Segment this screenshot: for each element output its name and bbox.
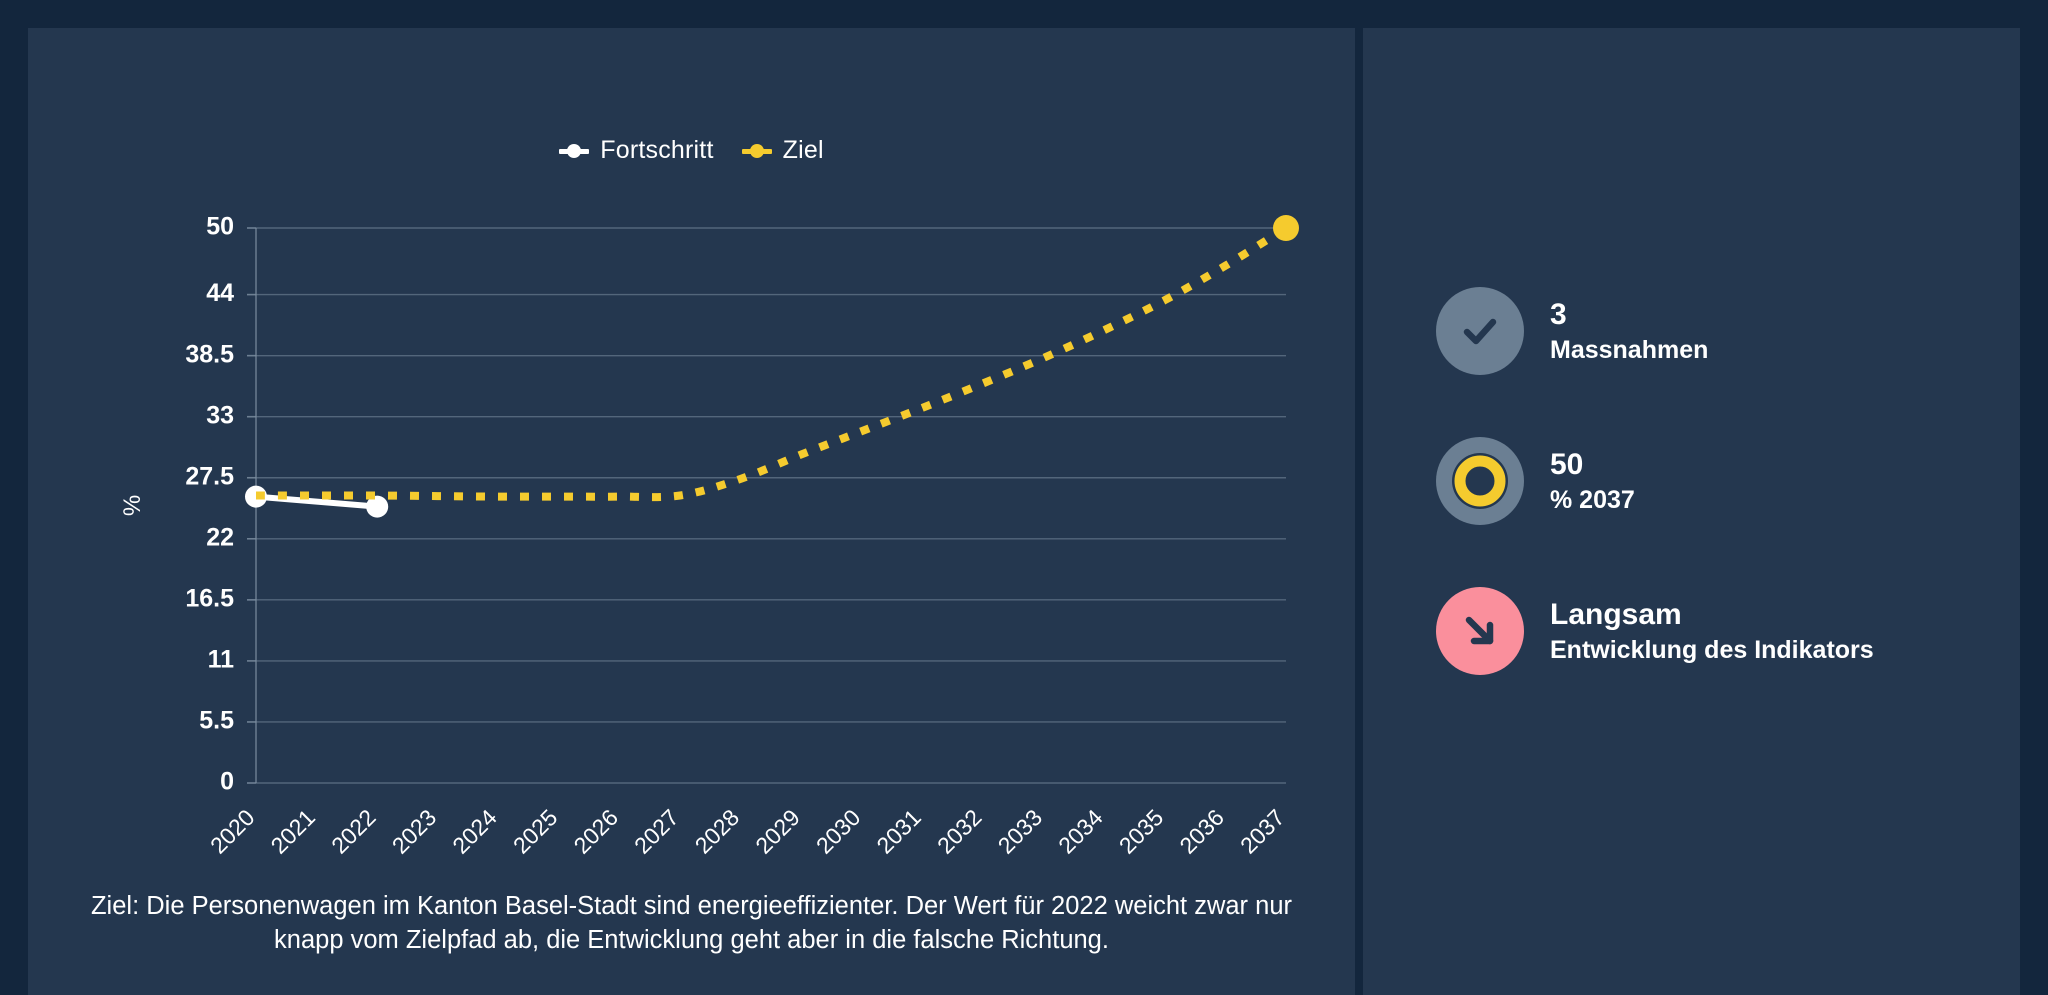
svg-text:50: 50 xyxy=(206,213,234,241)
svg-text:5.5: 5.5 xyxy=(199,707,234,735)
legend-item-fortschritt[interactable]: Fortschritt xyxy=(559,136,713,165)
stats-list: 3 Massnahmen 50 % 2037 xyxy=(1436,287,1874,675)
chart-yaxis-title: % xyxy=(119,495,146,516)
stat-label-entwicklung: Entwicklung des Indikators xyxy=(1550,635,1874,664)
svg-text:2033: 2033 xyxy=(993,804,1048,859)
svg-text:33: 33 xyxy=(206,401,234,429)
legend-marker-ziel xyxy=(741,143,772,158)
arrow-down-right-icon xyxy=(1436,587,1524,675)
svg-text:44: 44 xyxy=(206,279,234,307)
chart-caption: Ziel: Die Personenwagen im Kanton Basel-… xyxy=(78,890,1305,958)
stat-ziel-prozent[interactable]: 50 % 2037 xyxy=(1436,437,1874,525)
stat-label-massnahmen: Massnahmen xyxy=(1550,335,1709,364)
svg-text:27.5: 27.5 xyxy=(185,462,234,490)
chart-gridlines xyxy=(247,227,1286,784)
svg-text:22: 22 xyxy=(206,523,234,551)
chart-legend: Fortschritt Ziel xyxy=(28,136,1355,165)
stat-value-massnahmen: 3 xyxy=(1550,298,1567,332)
svg-text:2023: 2023 xyxy=(387,804,442,859)
svg-text:2030: 2030 xyxy=(811,804,866,859)
legend-label-ziel: Ziel xyxy=(782,136,824,164)
caption-line-2: nur knapp vom Zielpfad ab, die Entwicklu… xyxy=(274,892,1292,954)
svg-text:2035: 2035 xyxy=(1114,804,1169,859)
legend-item-ziel[interactable]: Ziel xyxy=(741,136,824,165)
stat-value-entwicklung: Langsam xyxy=(1550,598,1682,632)
chart-series-layer xyxy=(245,215,1299,518)
svg-text:2020: 2020 xyxy=(205,804,260,859)
stat-label-ziel-prozent: % 2037 xyxy=(1550,485,1635,514)
stats-panel: 3 Massnahmen 50 % 2037 xyxy=(1363,28,2020,995)
stat-value-ziel-prozent: 50 xyxy=(1550,448,1584,482)
caption-line-1: Ziel: Die Personenwagen im Kanton Basel-… xyxy=(90,892,1249,920)
target-icon xyxy=(1436,437,1524,525)
svg-text:2028: 2028 xyxy=(690,804,745,859)
legend-label-fortschritt: Fortschritt xyxy=(600,136,714,164)
svg-text:2022: 2022 xyxy=(326,804,381,859)
chart-ytick-labels: 0 5.5 11 16.5 22 27.5 33 38.5 44 50 xyxy=(185,213,234,796)
svg-text:0: 0 xyxy=(220,768,234,796)
svg-text:16.5: 16.5 xyxy=(185,584,234,612)
svg-text:2027: 2027 xyxy=(629,804,684,859)
svg-text:2025: 2025 xyxy=(508,804,563,859)
legend-marker-fortschritt xyxy=(559,143,590,158)
chart-panel: Fortschritt Ziel 0 5.5 11 16.5 22 27.5 33 38.5 4… xyxy=(28,28,1355,995)
svg-text:2036: 2036 xyxy=(1174,804,1229,859)
svg-text:2026: 2026 xyxy=(568,804,623,859)
stat-massnahmen[interactable]: 3 Massnahmen xyxy=(1436,287,1874,375)
svg-text:2021: 2021 xyxy=(266,804,321,859)
stat-entwicklung[interactable]: Langsam Entwicklung des Indikators xyxy=(1436,587,1874,675)
svg-text:11: 11 xyxy=(208,646,235,674)
svg-text:2029: 2029 xyxy=(750,804,805,859)
chart-plot-area: 0 5.5 11 16.5 22 27.5 33 38.5 44 50 2020 2021 2022 2… xyxy=(28,28,1355,908)
chart-xtick-labels: 2020 2021 2022 2023 2024 2025 2026 2027 2028 2029… xyxy=(205,804,1290,859)
svg-text:2032: 2032 xyxy=(932,804,987,859)
svg-text:2024: 2024 xyxy=(447,804,502,859)
svg-text:2031: 2031 xyxy=(871,804,926,859)
svg-text:2037: 2037 xyxy=(1235,804,1290,859)
svg-text:38.5: 38.5 xyxy=(185,340,234,368)
check-icon xyxy=(1436,287,1524,375)
svg-text:2034: 2034 xyxy=(1053,804,1108,859)
